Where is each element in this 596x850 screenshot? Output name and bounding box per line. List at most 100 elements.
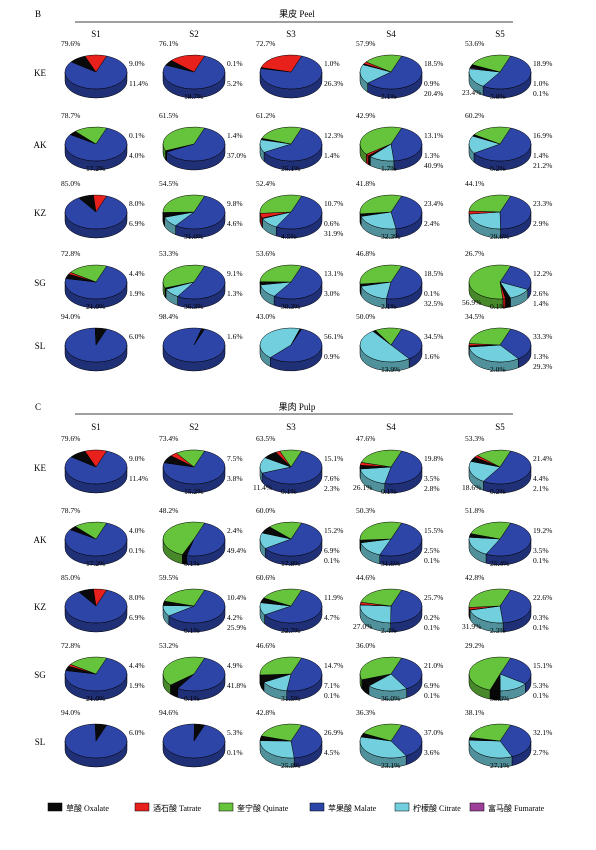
pie-ak-s3: 61.2% 12.3% 1.4% 25.1%	[256, 111, 343, 173]
pie-sl-s2: 98.4% 1.6%	[159, 312, 243, 372]
data-label: 37.0%	[424, 728, 443, 737]
pie-ke-s4: 47.6% 19.8% 3.5% 0.1% 2.8% 26.1%	[353, 434, 443, 496]
data-label: 57.9%	[356, 39, 375, 48]
data-label: 60.6%	[256, 573, 275, 582]
slice-side-tatrate	[366, 153, 369, 166]
slice-malate	[390, 328, 423, 360]
data-label: 60.2%	[465, 111, 484, 120]
pie-kz-s2: 59.5% 10.4% 4.2% 0.1% 25.9%	[159, 573, 246, 635]
data-label: 44.1%	[465, 179, 484, 188]
data-label: 4.0%	[129, 526, 145, 535]
data-label: 1.0%	[324, 59, 340, 68]
pie-ak-s2: 48.2% 2.4% 49.4% 0.1%	[159, 506, 246, 568]
slice-malate	[286, 657, 323, 692]
data-label: 61.5%	[159, 111, 178, 120]
slice-oxalate	[94, 327, 108, 346]
data-label: 2.4%	[381, 626, 397, 635]
data-label: 54.5%	[159, 179, 178, 188]
slice-quinate	[476, 449, 512, 468]
data-label: 50.3%	[490, 694, 509, 703]
slice-malate	[64, 589, 128, 624]
legend-label-tatrate: 酒石酸 Tatrate	[153, 803, 202, 813]
slice-quinate	[268, 521, 303, 540]
data-label: 53.6%	[465, 39, 484, 48]
slice-quinate	[360, 588, 403, 607]
data-label: 0.1%	[129, 131, 145, 140]
slice-malate	[499, 657, 532, 685]
data-label: 0.1%	[424, 556, 440, 565]
data-label: 15.1%	[533, 661, 552, 670]
row-label: KZ	[34, 208, 46, 218]
data-label: 63.5%	[256, 434, 275, 443]
data-label: 4.0%	[129, 151, 145, 160]
legend-label-quinate: 奎宁酸 Quinate	[237, 803, 289, 813]
data-label: 85.0%	[61, 573, 80, 582]
data-label: 1.6%	[424, 352, 440, 361]
data-label: 0.1%	[381, 487, 397, 496]
data-label: 31.6%	[381, 559, 400, 568]
data-label: 18.5%	[424, 269, 443, 278]
data-label: 4.7%	[324, 613, 340, 622]
data-label: 25.4%	[490, 559, 509, 568]
column-label: S2	[189, 29, 199, 39]
pie-kz-s3: 52.4% 10.7% 0.6% 4.5% 31.9%	[256, 179, 343, 241]
pie-sg-s4: 46.8% 18.5% 0.1% 2.1% 32.5%	[356, 249, 443, 311]
data-label: 0.1%	[129, 546, 145, 555]
data-label: 1.4%	[227, 131, 243, 140]
slice-quinate	[362, 723, 403, 742]
data-label: 10.7%	[324, 199, 343, 208]
slice-citrate	[359, 466, 392, 484]
data-label: 2.9%	[533, 219, 549, 228]
data-label: 0.1%	[324, 691, 340, 700]
data-label: 3.0%	[324, 289, 340, 298]
slice-malate	[390, 589, 423, 624]
row-label: SG	[34, 278, 46, 288]
data-label: 78.7%	[61, 506, 80, 515]
slice-quinate	[359, 194, 403, 215]
data-label: 1.9%	[129, 289, 145, 298]
data-label: 61.2%	[256, 111, 275, 120]
data-label: 72.7%	[256, 39, 275, 48]
slice-malate	[162, 55, 226, 90]
slice-malate	[64, 127, 128, 162]
panel-title: 果肉 Pulp	[279, 401, 316, 412]
data-label: 1.4%	[533, 299, 549, 308]
slice-malate	[385, 265, 423, 300]
data-label: 3.8%	[227, 474, 243, 483]
data-label: 26.3%	[324, 79, 343, 88]
data-label: 17.8%	[281, 559, 300, 568]
data-label: 94.0%	[61, 708, 80, 717]
slice-quinate	[162, 656, 206, 686]
slice-tatrate	[93, 194, 108, 213]
column-label: S5	[495, 422, 505, 432]
slice-tatrate	[93, 588, 108, 607]
data-label: 23.4%	[462, 88, 481, 97]
data-label: 6.9%	[324, 546, 340, 555]
slice-malate	[482, 450, 532, 485]
slice-citrate	[468, 211, 501, 230]
pie-sl-s1: 94.0% 6.0%	[61, 708, 145, 768]
slice-oxalate	[193, 328, 206, 346]
legend-swatch-tatrate	[134, 802, 150, 812]
data-label: 42.9%	[356, 111, 375, 120]
data-label: 15.2%	[184, 487, 203, 496]
slice-side-oxalate	[368, 155, 371, 167]
data-label: 6.9%	[129, 219, 145, 228]
data-label: 1.4%	[533, 151, 549, 160]
data-label: 42.8%	[465, 573, 484, 582]
pie-sl-s4: 36.3% 37.0% 3.6% 23.1%	[356, 708, 443, 770]
slice-malate	[264, 589, 323, 624]
data-label: 0.1%	[184, 694, 200, 703]
data-label: 50.3%	[356, 506, 375, 515]
slice-quinate	[162, 521, 206, 556]
data-label: 9.8%	[227, 199, 243, 208]
slice-oxalate	[193, 723, 206, 742]
data-label: 23.3%	[533, 199, 552, 208]
legend-swatch-citrate	[394, 802, 410, 812]
data-label: 29.3%	[533, 362, 552, 371]
panel-letter: C	[35, 402, 41, 412]
pie-sl-s3: 42.8% 26.9% 4.5% 25.8%	[256, 708, 343, 770]
pie-kz-s5: 44.1% 23.3% 2.9% 29.6%	[465, 179, 552, 241]
data-label: 40.9%	[424, 161, 443, 170]
slice-quinate	[259, 264, 303, 283]
